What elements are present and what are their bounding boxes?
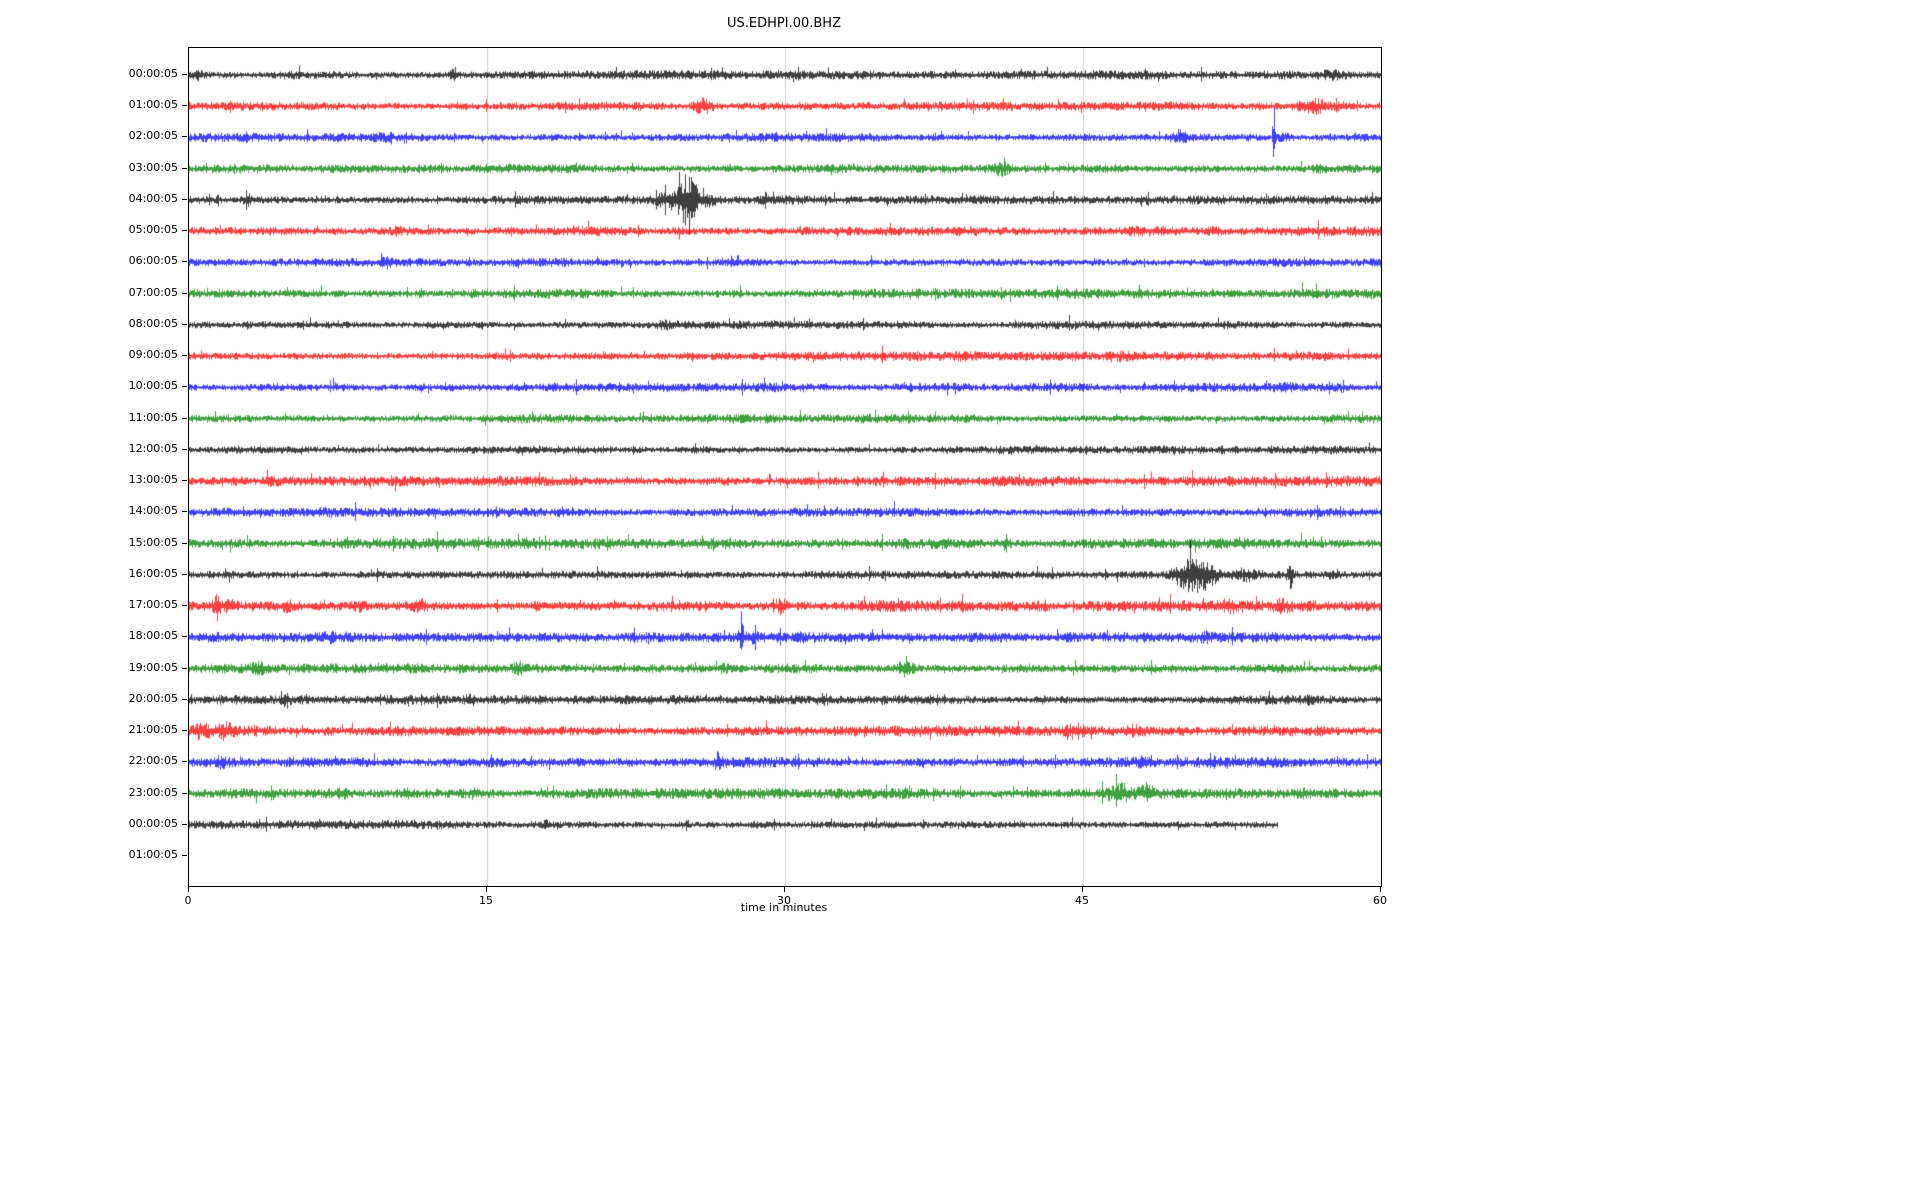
y-tick-mark xyxy=(182,417,187,419)
row-time-label: 18:00:05 xyxy=(128,629,178,643)
x-tick-label: 0 xyxy=(184,894,192,907)
y-tick-mark xyxy=(182,105,187,107)
row-time-label: 01:00:05 xyxy=(128,848,178,861)
row-time-label: 19:00:05 xyxy=(128,660,178,674)
x-tick-label: 60 xyxy=(1373,894,1387,907)
y-tick-mark xyxy=(182,198,187,200)
row-time-label: 06:00:05 xyxy=(128,254,178,268)
y-tick-mark xyxy=(182,230,187,232)
x-tick-mark xyxy=(1081,887,1083,892)
row-time-label: 00:00:05 xyxy=(128,816,178,830)
x-axis-label: time in minutes xyxy=(740,901,828,914)
row-time-label: 08:00:05 xyxy=(128,316,178,330)
row-time-label: 03:00:05 xyxy=(128,160,178,174)
chart-title: US.EDHPI.00.BHZ xyxy=(727,16,841,31)
row-time-label: 16:00:05 xyxy=(128,566,178,580)
y-tick-mark xyxy=(182,167,187,169)
row-time-label: 07:00:05 xyxy=(128,285,178,299)
y-tick-mark xyxy=(182,511,187,513)
x-tick-label: 15 xyxy=(479,894,493,907)
y-tick-mark xyxy=(182,355,187,357)
y-tick-mark xyxy=(182,448,187,450)
row-time-label: 14:00:05 xyxy=(128,504,178,518)
row-time-label: 04:00:05 xyxy=(128,191,178,205)
row-time-label: 15:00:05 xyxy=(128,535,178,549)
x-tick-mark xyxy=(187,887,189,892)
plot-area xyxy=(188,47,1382,887)
row-time-label: 11:00:05 xyxy=(128,410,178,424)
y-tick-mark xyxy=(182,542,187,544)
y-tick-mark xyxy=(182,323,187,325)
row-time-label: 02:00:05 xyxy=(128,129,178,143)
y-tick-mark xyxy=(182,730,187,732)
row-time-label: 23:00:05 xyxy=(128,785,178,799)
row-time-label: 21:00:05 xyxy=(128,723,178,737)
row-time-label: 00:00:05 xyxy=(128,67,178,80)
y-tick-mark xyxy=(182,667,187,669)
x-tick-label: 45 xyxy=(1075,894,1089,907)
row-time-label: 05:00:05 xyxy=(128,223,178,237)
y-tick-mark xyxy=(182,855,187,856)
row-time-label: 09:00:05 xyxy=(128,348,178,362)
row-time-label: 01:00:05 xyxy=(128,98,178,112)
y-tick-mark xyxy=(182,823,187,825)
x-tick-mark xyxy=(485,887,487,892)
y-tick-mark xyxy=(182,74,187,75)
y-tick-mark xyxy=(182,573,187,575)
row-time-label: 13:00:05 xyxy=(128,473,178,487)
y-tick-mark xyxy=(182,480,187,482)
y-tick-mark xyxy=(182,136,187,138)
row-time-label: 20:00:05 xyxy=(128,691,178,705)
x-tick-mark xyxy=(783,887,785,892)
y-tick-mark xyxy=(182,605,187,607)
y-tick-mark xyxy=(182,261,187,263)
row-time-label: 10:00:05 xyxy=(128,379,178,393)
row-time-label: 12:00:05 xyxy=(128,441,178,455)
x-tick-label: 30 xyxy=(777,894,791,907)
y-tick-mark xyxy=(182,698,187,700)
y-tick-mark xyxy=(182,636,187,638)
y-tick-mark xyxy=(182,292,187,294)
y-tick-mark xyxy=(182,792,187,794)
row-time-label: 22:00:05 xyxy=(128,754,178,768)
row-time-label: 17:00:05 xyxy=(128,598,178,612)
y-tick-mark xyxy=(182,386,187,388)
y-tick-mark xyxy=(182,761,187,763)
seismogram-canvas xyxy=(189,48,1381,886)
x-tick-mark xyxy=(1379,887,1381,892)
